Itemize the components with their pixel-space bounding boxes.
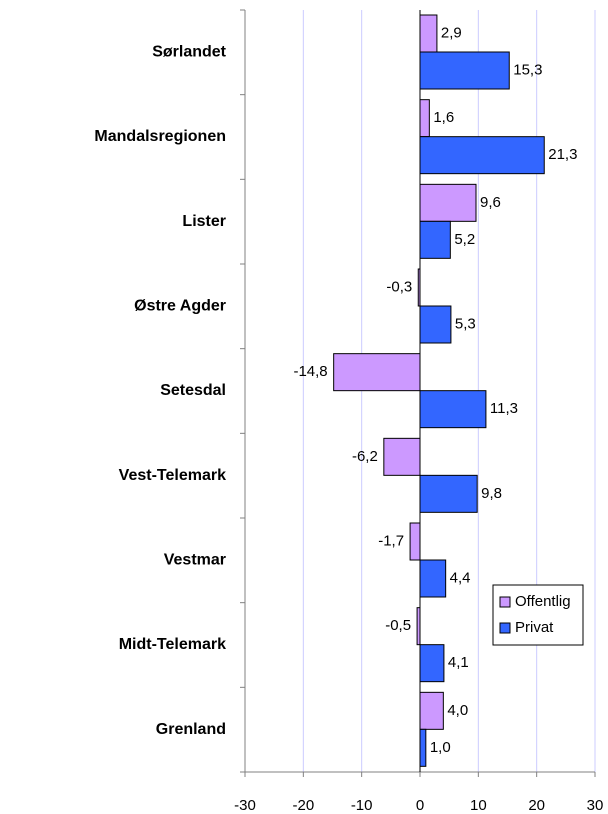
bar (419, 14, 438, 53)
bar (333, 353, 421, 392)
x-tick-label: -20 (292, 797, 314, 814)
category-label: Østre Agder (134, 298, 226, 315)
bar (419, 691, 444, 730)
category-label: Vestmar (164, 552, 226, 569)
bar (419, 305, 452, 344)
data-label: 15,3 (513, 61, 542, 78)
legend-label: Privat (515, 619, 554, 636)
category-label: Grenland (156, 721, 226, 738)
data-label: 4,0 (447, 702, 468, 719)
data-label: 4,4 (450, 569, 471, 586)
data-label: 5,3 (455, 315, 476, 332)
bar (419, 99, 430, 138)
bar (419, 51, 510, 90)
data-label: 9,8 (481, 485, 502, 502)
bar (419, 728, 427, 767)
x-tick-label: -10 (351, 797, 373, 814)
x-tick-label: -30 (234, 797, 256, 814)
legend-swatch (499, 596, 511, 608)
x-tick-label: 20 (528, 797, 545, 814)
data-label: -14,8 (293, 363, 327, 380)
data-label: 21,3 (548, 146, 577, 163)
x-tick-label: 10 (470, 797, 487, 814)
data-label: 5,2 (454, 231, 475, 248)
data-label: -6,2 (352, 448, 378, 465)
bar (419, 559, 447, 598)
category-label: Vest-Telemark (119, 467, 226, 484)
data-label: -0,5 (385, 617, 411, 634)
category-label: Sørlandet (152, 44, 226, 61)
bar (419, 390, 487, 429)
data-label: 4,1 (448, 654, 469, 671)
data-label: 9,6 (480, 194, 501, 211)
bar (419, 183, 477, 222)
legend-swatch (499, 622, 511, 634)
data-label: -0,3 (386, 278, 412, 295)
legend-box (492, 584, 584, 646)
category-label: Mandalsregionen (94, 128, 226, 145)
bar (419, 220, 451, 259)
bar (419, 474, 478, 513)
data-label: 1,0 (430, 739, 451, 756)
bar (409, 522, 421, 561)
category-label: Midt-Telemark (119, 636, 226, 653)
data-label: 2,9 (441, 24, 462, 41)
data-label: -1,7 (378, 532, 404, 549)
bar (383, 437, 421, 476)
data-label: 11,3 (490, 400, 518, 417)
x-tick-label: 30 (587, 797, 604, 814)
bar (419, 136, 545, 175)
x-tick-label: 0 (416, 797, 424, 814)
category-label: Lister (182, 213, 226, 230)
bar (419, 644, 445, 683)
legend-label: Offentlig (515, 593, 571, 610)
category-label: Setesdal (160, 382, 226, 399)
data-label: 1,6 (433, 109, 454, 126)
